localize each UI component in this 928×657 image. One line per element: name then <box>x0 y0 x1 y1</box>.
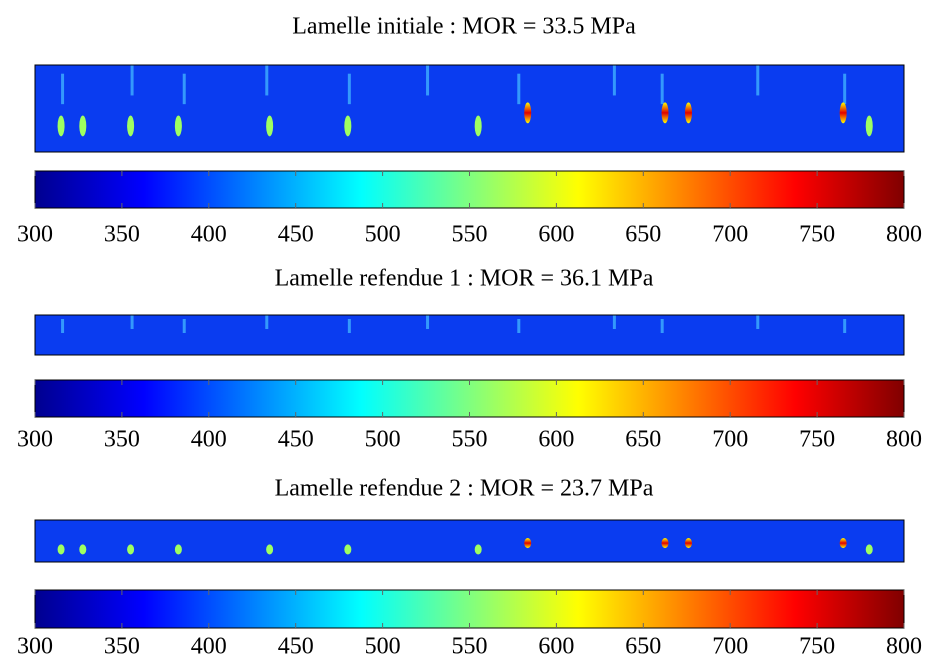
colorbar-tick-label: 700 <box>712 634 748 657</box>
colorbar-tick-label: 800 <box>886 222 922 248</box>
colorbar-tick-label: 500 <box>365 427 401 453</box>
heatmap-image <box>35 65 904 152</box>
colorbar-tick-label: 500 <box>365 634 401 657</box>
heatmap-image <box>35 520 904 562</box>
colorbar-tick-label: 600 <box>538 222 574 248</box>
colorbar-tick-label: 350 <box>104 634 140 657</box>
heatmap-spot <box>474 115 482 137</box>
colorbar-tick-label: 450 <box>278 634 314 657</box>
heatmap-streak <box>843 73 847 105</box>
colorbar-tick-label: 400 <box>191 634 227 657</box>
heatmap-spot <box>266 115 274 137</box>
colorbar-tick-label: 650 <box>625 634 661 657</box>
heatmap-streak <box>426 65 430 96</box>
heatmap-spot <box>174 544 182 555</box>
heatmap-spot <box>661 538 669 549</box>
heatmap-spot <box>174 115 182 137</box>
heatmap-spot <box>684 538 692 549</box>
colorbar-tick-label: 500 <box>365 222 401 248</box>
heatmap-spot <box>57 544 65 555</box>
colorbar-tick-label: 700 <box>712 427 748 453</box>
colorbar-tick-label: 750 <box>799 427 835 453</box>
heatmap-streak <box>347 319 351 333</box>
colorbar-tick-label: 550 <box>452 634 488 657</box>
heatmap-spot <box>865 115 873 137</box>
colorbar-tick-label: 650 <box>625 222 661 248</box>
colorbar-tick-label: 700 <box>712 222 748 248</box>
colorbar-tick-label: 750 <box>799 222 835 248</box>
heatmap-streak <box>182 319 186 333</box>
heatmap-frame <box>34 519 905 563</box>
heatmap-spot <box>524 538 532 549</box>
heatmap-spot <box>57 115 65 137</box>
heatmap-streak <box>347 73 351 105</box>
colorbar-tick-label: 350 <box>104 427 140 453</box>
heatmap-spot <box>684 102 692 124</box>
colorbar-tick-label: 300 <box>17 427 53 453</box>
heatmap-streak <box>130 65 134 96</box>
heatmap-streak <box>130 315 134 329</box>
heatmap-frame <box>34 314 905 356</box>
heatmap-streak <box>61 319 65 333</box>
heatmap-spot <box>474 544 482 555</box>
colorbar-tick-label: 300 <box>17 222 53 248</box>
heatmap-streak <box>517 73 521 105</box>
colorbar-tick-label: 550 <box>452 222 488 248</box>
heatmap-spot <box>344 544 352 555</box>
heatmap-streak <box>265 315 269 329</box>
colorbar-tick-label: 800 <box>886 427 922 453</box>
colorbar-tick-label: 550 <box>452 427 488 453</box>
colorbar-tick-label: 300 <box>17 634 53 657</box>
heatmap-streak <box>660 73 664 105</box>
heatmap-streak <box>660 319 664 333</box>
heatmap-streak <box>426 315 430 329</box>
heatmap-image <box>35 315 904 355</box>
heatmap-streak <box>843 319 847 333</box>
heatmap-spot <box>344 115 352 137</box>
colorbar <box>34 589 905 629</box>
heatmap-streak <box>612 315 616 329</box>
colorbar-tick-label: 400 <box>191 427 227 453</box>
colorbar-tick-label: 650 <box>625 427 661 453</box>
colorbar-tick-label: 350 <box>104 222 140 248</box>
colorbar-tick-label: 450 <box>278 222 314 248</box>
heatmap-spot <box>127 544 135 555</box>
heatmap-spot <box>79 115 87 137</box>
heatmap-streak <box>517 319 521 333</box>
chart-title: Lamelle initiale : MOR = 33.5 MPa <box>292 14 636 40</box>
heatmap-spot <box>266 544 274 555</box>
heatmap-spot <box>127 115 135 137</box>
chart-title: Lamelle refendue 1 : MOR = 36.1 MPa <box>275 266 654 292</box>
colorbar-tick-label: 600 <box>538 427 574 453</box>
colorbar-tick-label: 600 <box>538 634 574 657</box>
heatmap-spot <box>865 544 873 555</box>
heatmap-spot <box>79 544 87 555</box>
colorbar-tick-label: 400 <box>191 222 227 248</box>
colorbar-tick-label: 450 <box>278 427 314 453</box>
heatmap-streak <box>182 73 186 105</box>
colorbar-tick-label: 800 <box>886 634 922 657</box>
chart-title: Lamelle refendue 2 : MOR = 23.7 MPa <box>275 476 654 502</box>
colorbar <box>34 379 905 418</box>
heatmap-spot <box>524 102 532 124</box>
heatmap-streak <box>756 65 760 96</box>
heatmap-spot <box>839 102 847 124</box>
heatmap-streak <box>61 73 65 105</box>
heatmap-frame <box>34 64 905 153</box>
colorbar <box>34 170 905 209</box>
heatmap-spot <box>661 102 669 124</box>
heatmap-streak <box>756 315 760 329</box>
heatmap-streak <box>265 65 269 96</box>
colorbar-tick-label: 750 <box>799 634 835 657</box>
heatmap-streak <box>612 65 616 96</box>
heatmap-spot <box>839 538 847 549</box>
